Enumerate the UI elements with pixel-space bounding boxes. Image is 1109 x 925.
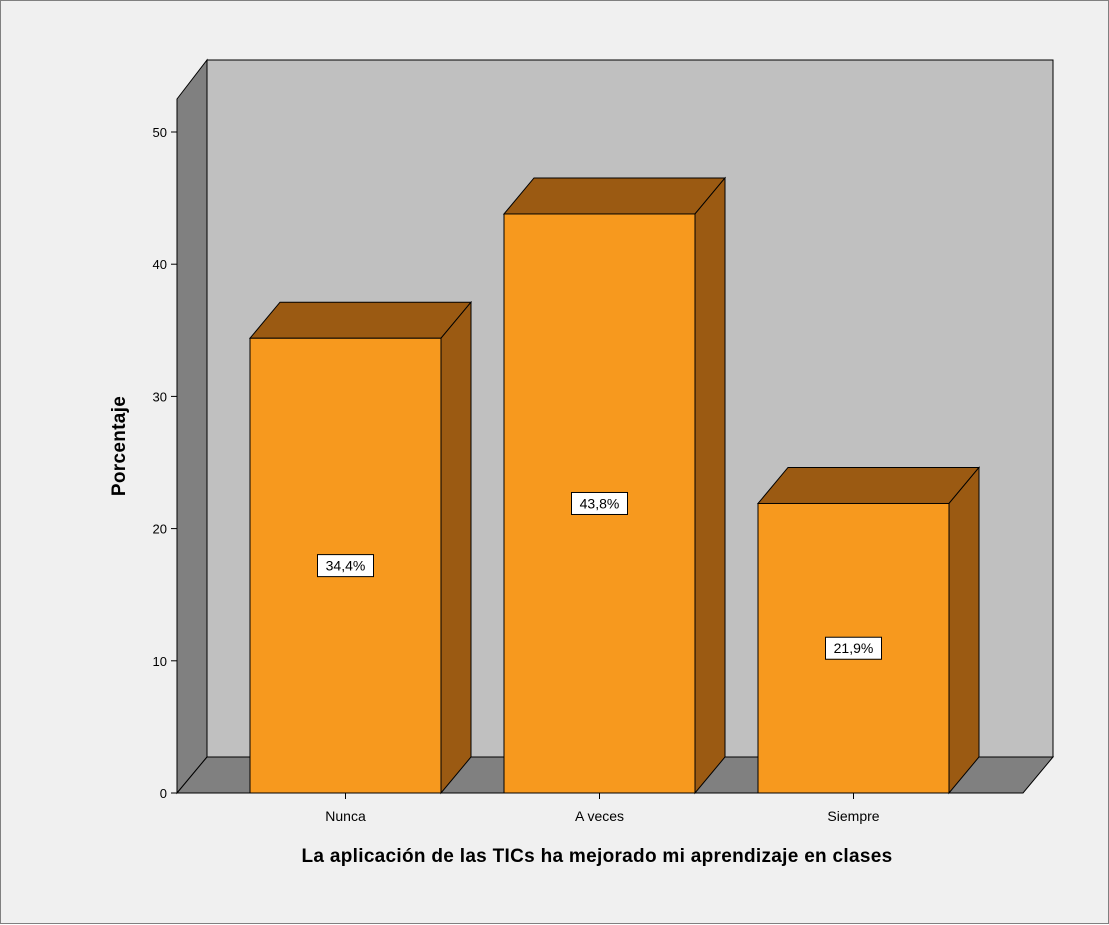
bar-siempre: 21,9% — [756, 466, 981, 795]
data-label-box — [825, 636, 882, 660]
data-label-box — [317, 554, 374, 578]
data-label-text: 21,9% — [834, 640, 874, 656]
y-tick-label: 0 — [160, 786, 167, 801]
x-tick-label: Siempre — [827, 808, 879, 824]
bar-data-label: 21,9% — [825, 636, 882, 660]
bar-nunca: 34,4% — [248, 300, 473, 795]
y-axis: 0 10 20 30 40 50 — [153, 99, 178, 801]
y-tick-label: 30 — [153, 389, 167, 404]
bar-side-face — [948, 466, 980, 795]
x-tick-label: Nunca — [325, 808, 366, 824]
bar-top-face — [502, 177, 727, 215]
data-label-text: 34,4% — [326, 558, 366, 574]
y-tick-label: 40 — [153, 257, 167, 272]
bar-side-face — [440, 300, 472, 795]
bar-data-label: 34,4% — [317, 554, 374, 578]
y-axis-title: Porcentaje — [109, 396, 130, 496]
y-tick-label: 20 — [153, 522, 167, 537]
x-axis-title: La aplicación de las TICs ha mejorado mi… — [302, 846, 893, 867]
chart-side-wall — [176, 58, 208, 795]
data-label-text: 43,8% — [580, 495, 620, 511]
bar-a-veces: 43,8% — [502, 176, 727, 795]
bar-top-face — [248, 301, 473, 339]
data-label-box — [571, 491, 628, 515]
x-axis: Nunca A veces Siempre — [177, 792, 1023, 824]
y-tick-label: 50 — [153, 125, 167, 140]
x-tick-label: A veces — [575, 808, 624, 824]
bar-side-face — [694, 176, 726, 795]
y-tick-label: 10 — [153, 654, 167, 669]
bar-data-label: 43,8% — [571, 491, 628, 515]
bars: 34,4% 43,8% 21,9% — [248, 176, 981, 795]
bar-top-face — [756, 466, 981, 504]
